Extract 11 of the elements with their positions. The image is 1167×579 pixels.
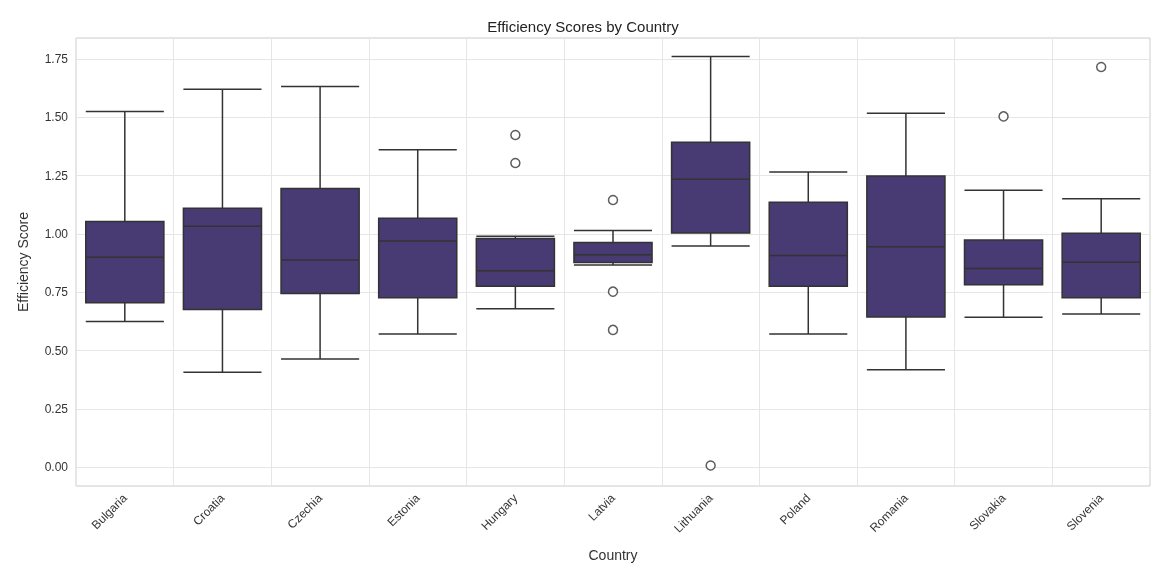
y-tick-label: 0.25 [44,402,69,416]
y-axis-title: Efficiency Score [15,211,31,313]
y-tick-label: 1.50 [44,110,69,125]
y-tick-label: 0.50 [44,343,69,358]
y-tick-label: 0.00 [44,460,69,475]
x-axis-title: Country [588,547,638,563]
y-tick-label: 0.75 [44,285,69,300]
chart-title: Efficiency Scores by Country [487,18,680,35]
y-tick-label: 1.75 [44,52,69,66]
y-tick-label: 1.00 [44,227,69,241]
y-tick-label: 1.25 [44,168,69,183]
